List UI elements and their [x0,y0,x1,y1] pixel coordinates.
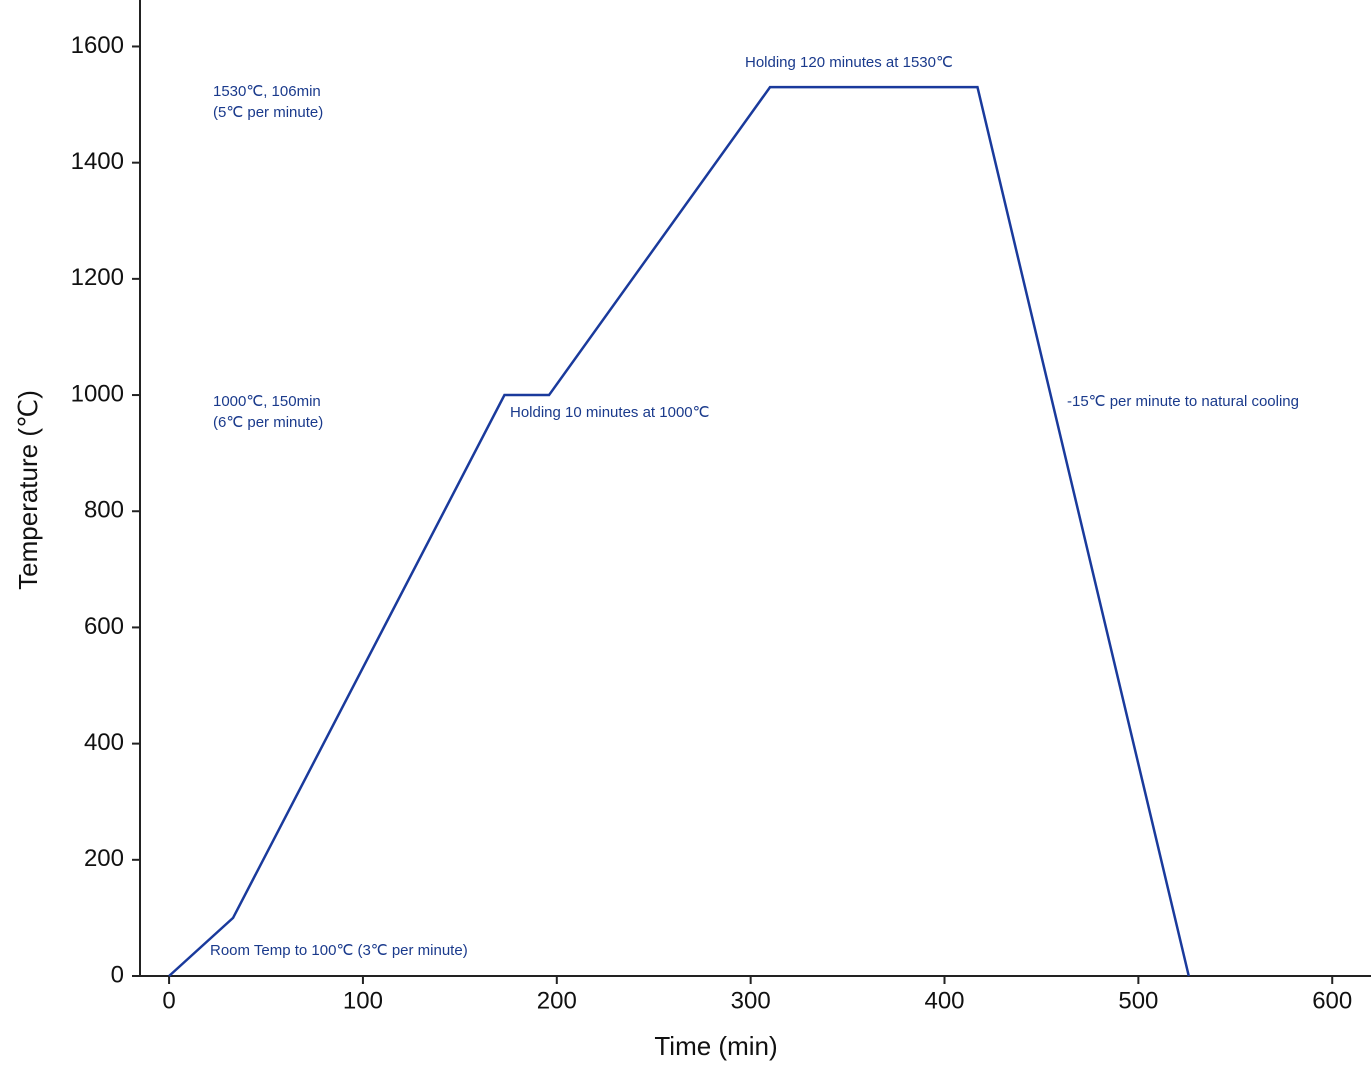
annotation: -15℃ per minute to natural cooling [1067,393,1299,410]
annotation: Room Temp to 100℃ (3℃ per minute) [210,942,468,959]
y-tick-label: 600 [84,613,124,640]
x-tick-label: 400 [924,987,964,1014]
annotation: (6℃ per minute) [213,414,323,431]
y-tick-label: 1200 [71,264,124,291]
y-tick-label: 1600 [71,32,124,59]
y-tick-label: 200 [84,845,124,872]
y-tick-label: 800 [84,497,124,524]
annotation: Holding 120 minutes at 1530℃ [745,54,953,71]
annotation: Holding 10 minutes at 1000℃ [510,404,709,421]
y-tick-label: 0 [111,961,124,988]
x-tick-label: 500 [1118,987,1158,1014]
annotation: 1530℃, 106min [213,83,321,100]
y-tick-label: 1400 [71,148,124,175]
y-axis-title: Temperature (℃) [13,390,43,590]
x-tick-label: 100 [343,987,383,1014]
annotation: (5℃ per minute) [213,104,323,121]
x-axis-title: Time (min) [654,1031,777,1061]
temperature-line [168,85,1190,977]
y-tick-label: 1000 [71,380,124,407]
y-tick-label: 400 [84,729,124,756]
x-tick-label: 300 [731,987,771,1014]
annotation: 1000℃, 150min [213,393,321,410]
x-tick-label: 200 [537,987,577,1014]
x-tick-label: 600 [1312,987,1352,1014]
x-tick-label: 0 [162,987,175,1014]
